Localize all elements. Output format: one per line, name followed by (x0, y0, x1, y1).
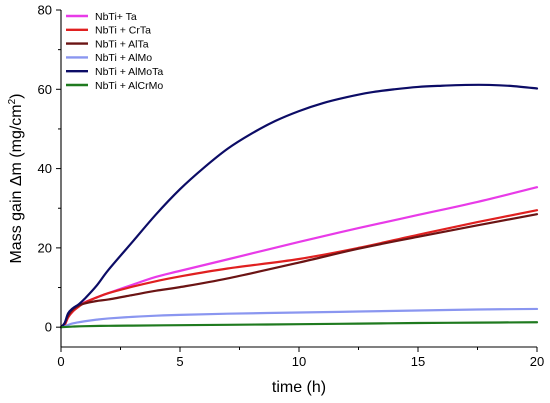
series-line-nbti-ta (59, 186, 539, 329)
y-tick-label: 60 (38, 82, 52, 97)
y-tick-label: 20 (38, 240, 52, 255)
series-line-nbti-alcrmo (59, 321, 539, 329)
x-tick-label: 0 (57, 354, 64, 369)
y-axis-title-main: Mass gain Δm (mg/cm (8, 104, 25, 263)
y-axis-title: Mass gain Δm (mg/cm2) (7, 93, 25, 263)
legend-label-nbti-almota: NbTi + AlMoTa (95, 66, 163, 78)
legend-label-nbti-alta: NbTi + AlTa (95, 38, 149, 50)
y-axis-title-sup: 2 (7, 98, 18, 104)
x-tick-label: 15 (411, 354, 425, 369)
series-layer (59, 83, 539, 329)
y-tick-label: 0 (45, 320, 52, 335)
x-tick-label: 10 (292, 354, 306, 369)
x-axis-title: time (h) (272, 379, 326, 396)
ticks-layer: 0 5 10 15 20 0 20 40 60 80 (38, 3, 545, 370)
legend-label-nbti-alcrmo: NbTi + AlCrMo (95, 80, 163, 92)
series-line-nbti-almo (59, 307, 539, 329)
series-line-nbti-almota (59, 83, 539, 329)
legend-label-nbti-ta: NbTi+ Ta (95, 11, 137, 23)
legend-label-nbti-almo: NbTi + AlMo (95, 52, 152, 64)
y-tick-label: 80 (38, 3, 52, 18)
x-tick-label: 20 (530, 354, 544, 369)
legend-label-nbti-crta: NbTi + CrTa (95, 25, 151, 37)
y-tick-label: 40 (38, 161, 52, 176)
x-tick-label: 5 (176, 354, 183, 369)
y-axis-title-end: ) (8, 93, 25, 98)
